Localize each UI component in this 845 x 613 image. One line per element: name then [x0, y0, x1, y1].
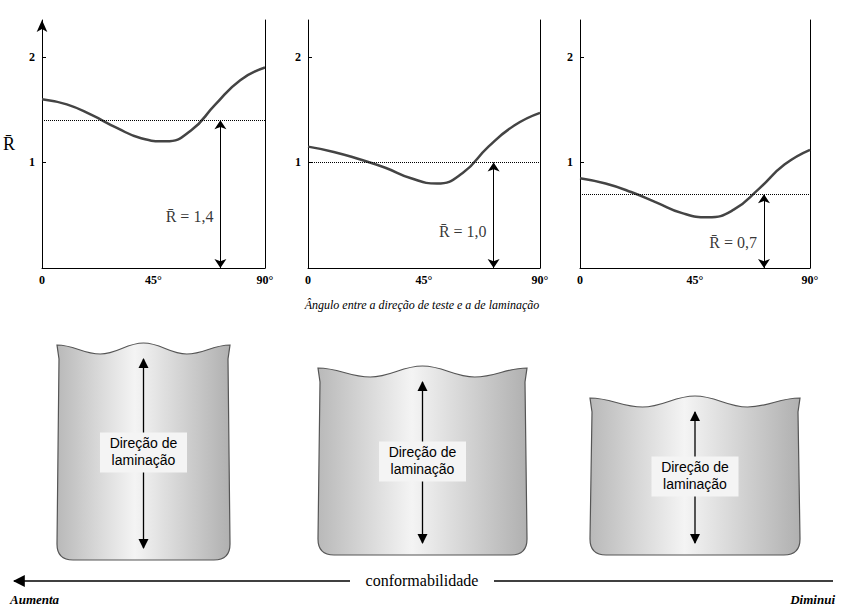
svg-text:Ângulo entre a direção de test: Ângulo entre a direção de teste e a de l… [304, 298, 540, 312]
svg-text:90°: 90° [532, 273, 549, 287]
svg-text:1: 1 [295, 155, 301, 169]
svg-text:laminação: laminação [391, 461, 455, 477]
svg-text:R̄ = 1,0: R̄ = 1,0 [439, 223, 487, 240]
svg-text:Diminui: Diminui [789, 592, 835, 607]
svg-text:90°: 90° [802, 273, 819, 287]
svg-text:90°: 90° [257, 273, 274, 287]
svg-text:45°: 45° [687, 273, 704, 287]
svg-text:45°: 45° [145, 273, 162, 287]
svg-text:Aumenta: Aumenta [9, 592, 60, 607]
svg-text:0: 0 [577, 273, 583, 287]
svg-text:2: 2 [29, 50, 35, 64]
svg-text:laminação: laminação [663, 476, 727, 492]
svg-text:R̄ = 1,4: R̄ = 1,4 [166, 208, 214, 225]
svg-text:R̄ = 0,7: R̄ = 0,7 [709, 234, 757, 251]
svg-text:conformabilidade: conformabilidade [366, 572, 479, 589]
svg-text:2: 2 [295, 50, 301, 64]
svg-text:45°: 45° [416, 273, 433, 287]
svg-text:0: 0 [305, 273, 311, 287]
svg-text:1: 1 [29, 155, 35, 169]
svg-text:Direção de: Direção de [389, 444, 457, 460]
svg-text:Direção de: Direção de [110, 435, 178, 451]
svg-text:laminação: laminação [112, 452, 176, 468]
svg-text:0: 0 [39, 273, 45, 287]
svg-text:R̄: R̄ [3, 134, 15, 154]
svg-text:1: 1 [567, 155, 573, 169]
svg-text:2: 2 [567, 50, 573, 64]
svg-text:Direção de: Direção de [661, 459, 729, 475]
